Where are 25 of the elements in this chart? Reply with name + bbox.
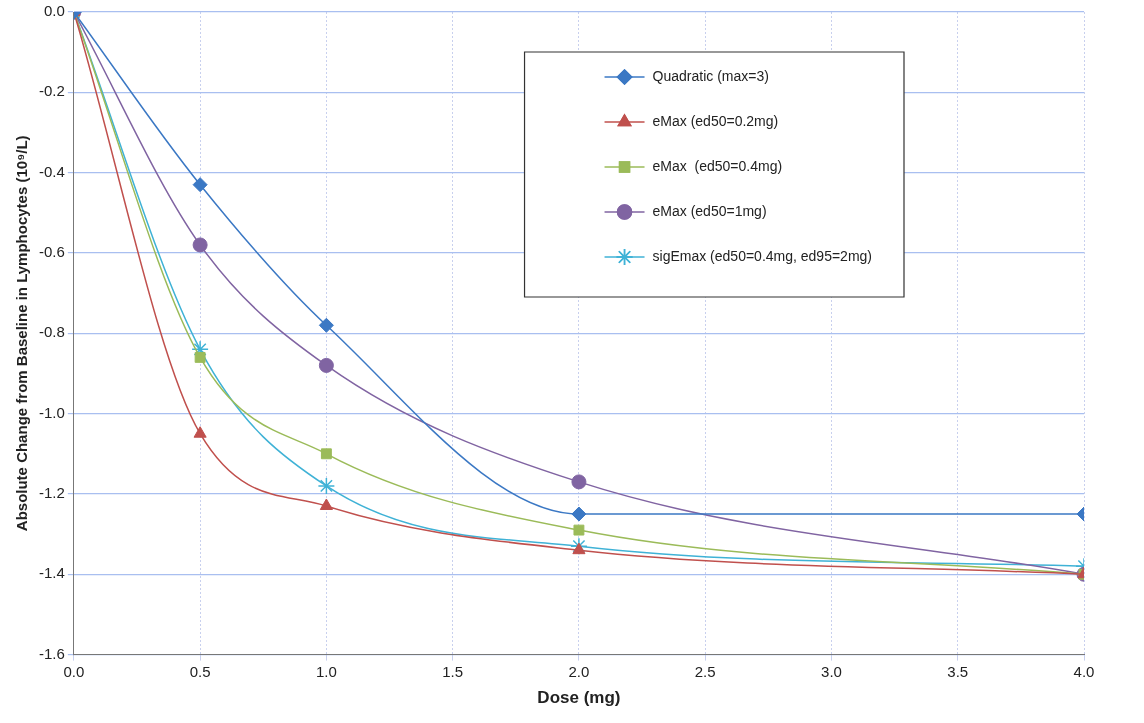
x-tick-label: 0.0 [63, 662, 85, 680]
x-tick-label: 1.5 [442, 662, 464, 680]
y-tick-label: -1.6 [38, 644, 65, 662]
legend-label: eMax (ed50=0.2mg) [652, 112, 779, 129]
y-tick-label: -0.4 [38, 162, 65, 180]
y-tick-label: 0.0 [43, 2, 65, 20]
x-tick-label: 2.5 [694, 662, 716, 680]
x-tick-label: 0.5 [189, 662, 211, 680]
y-tick-label: -1.4 [38, 564, 65, 582]
x-tick-label: 3.5 [947, 662, 969, 680]
legend-label: eMax (ed50=1mg) [652, 202, 767, 219]
legend-label: Quadratic (max=3) [652, 67, 769, 84]
y-tick-label: -0.2 [38, 82, 65, 100]
y-axis-title: Absolute Change from Baseline in Lymphocytes (10⁹/L) [13, 135, 31, 532]
x-tick-label: 1.0 [315, 662, 337, 680]
x-axis-title: Dose (mg) [537, 688, 621, 708]
x-tick-label: 4.0 [1073, 662, 1095, 680]
y-tick-label: -0.6 [38, 243, 65, 261]
y-tick-label: -1.2 [38, 484, 65, 502]
y-tick-label: -0.8 [38, 323, 65, 341]
legend-label: eMax (ed50=0.4mg) [652, 157, 783, 174]
x-tick-label: 2.0 [568, 662, 590, 680]
legend-label: sigEmax (ed50=0.4mg, ed95=2mg) [652, 247, 873, 264]
y-tick-label: -1.0 [38, 403, 65, 421]
x-tick-label: 3.0 [821, 662, 842, 680]
